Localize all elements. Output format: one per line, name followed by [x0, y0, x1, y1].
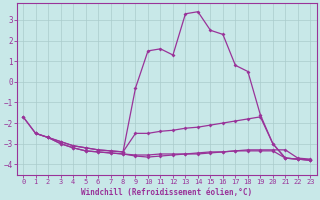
X-axis label: Windchill (Refroidissement éolien,°C): Windchill (Refroidissement éolien,°C): [81, 188, 252, 197]
